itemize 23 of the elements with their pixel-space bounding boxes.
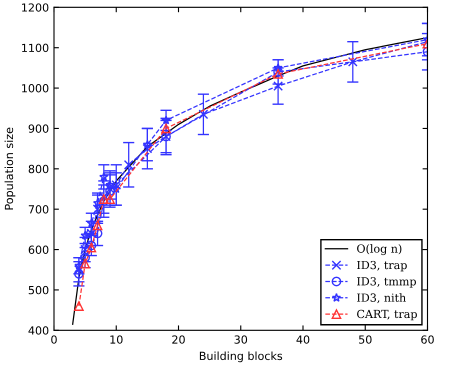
legend-label: ID3, tmmp bbox=[357, 277, 416, 288]
x-tick-label: 40 bbox=[296, 335, 310, 344]
x-tick-label: 0 bbox=[51, 335, 57, 344]
y-tick-label: 600 bbox=[28, 246, 48, 254]
x-tick-label: 10 bbox=[110, 335, 123, 344]
x-tick-label: 60 bbox=[421, 335, 434, 344]
y-tick-label: 1000 bbox=[22, 84, 48, 92]
y-tick-label: 1200 bbox=[22, 3, 48, 12]
x-axis-title: Building blocks bbox=[200, 351, 282, 362]
y-tick-label: 800 bbox=[28, 164, 48, 174]
y-tick-label: 900 bbox=[28, 124, 48, 133]
y-tick-label: 400 bbox=[28, 326, 48, 335]
y-tick-label: 1100 bbox=[22, 44, 48, 52]
y-axis-title: Population size bbox=[4, 128, 16, 210]
x-tick-label: 20 bbox=[172, 335, 185, 344]
legend-label: CART, trap bbox=[357, 310, 417, 320]
x-tick-label: 50 bbox=[359, 335, 372, 344]
y-tick-label: 500 bbox=[28, 286, 48, 294]
legend-label: O(log n) bbox=[357, 244, 402, 256]
y-tick-label: 700 bbox=[28, 205, 48, 214]
legend-label: ID3, trap bbox=[357, 260, 407, 272]
x-tick-label: 30 bbox=[234, 335, 248, 344]
legend-label: ID3, nith bbox=[357, 293, 406, 304]
